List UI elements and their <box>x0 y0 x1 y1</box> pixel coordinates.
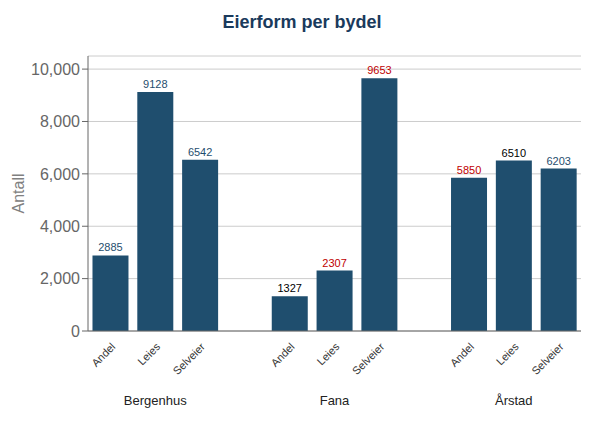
svg-text:Andel: Andel <box>89 340 117 368</box>
svg-text:8,000: 8,000 <box>40 113 80 130</box>
svg-text:4,000: 4,000 <box>40 218 80 235</box>
svg-text:Leies: Leies <box>135 340 162 367</box>
html-text:Eierform per bydel: Eierform per bydel <box>222 12 382 32</box>
svg-text:Selveier: Selveier <box>171 340 208 377</box>
svg-text:Selveier: Selveier <box>529 340 566 377</box>
svg-text:10,000: 10,000 <box>31 61 80 78</box>
svg-text:Selveier: Selveier <box>350 340 387 377</box>
svg-text:Andel: Andel <box>448 340 476 368</box>
svg-text:5850: 5850 <box>457 164 481 176</box>
svg-text:0: 0 <box>71 323 80 340</box>
svg-text:Bergenhus: Bergenhus <box>124 393 187 408</box>
svg-text:Leies: Leies <box>494 340 521 367</box>
svg-text:Andel: Andel <box>268 340 296 368</box>
svg-text:Leies: Leies <box>314 340 341 367</box>
svg-text:Årstad: Årstad <box>495 393 533 408</box>
svg-text:1327: 1327 <box>278 282 302 294</box>
svg-text:6,000: 6,000 <box>40 166 80 183</box>
svg-text:2885: 2885 <box>98 241 122 253</box>
svg-text:Antall: Antall <box>10 173 27 213</box>
svg-text:2,000: 2,000 <box>40 270 80 287</box>
svg-text:9653: 9653 <box>367 64 391 76</box>
svg-text:2307: 2307 <box>322 257 346 269</box>
svg-text:6542: 6542 <box>188 146 212 158</box>
svg-text:6203: 6203 <box>546 155 570 167</box>
svg-text:Fana: Fana <box>320 393 350 408</box>
svg-text:6510: 6510 <box>502 147 526 159</box>
svg-text:9128: 9128 <box>143 78 167 90</box>
